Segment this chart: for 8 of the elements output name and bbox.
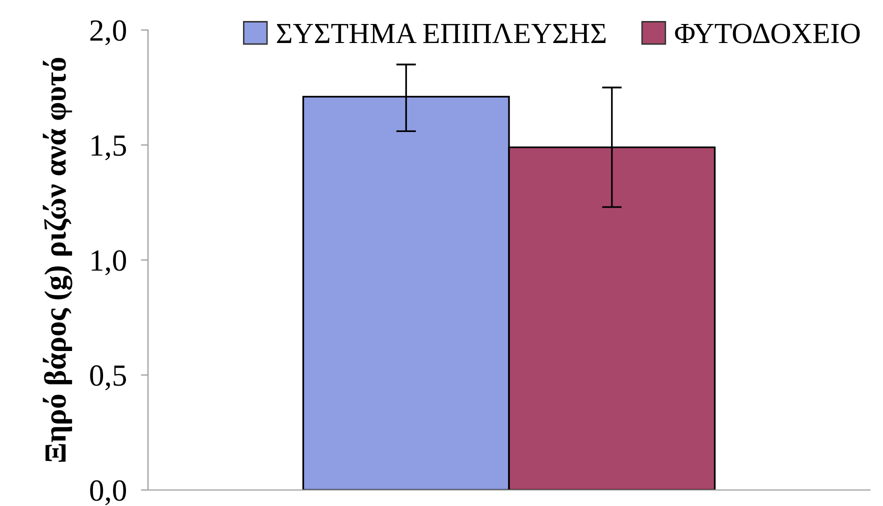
y-tick-label: 1,0	[92, 250, 126, 276]
y-axis-title: Ξηρό βάρος (g) ριζών ανά φυτό	[42, 58, 72, 462]
y-tick-label: 0,5	[90, 365, 126, 390]
legend-label: ΣΥΣΤΗΜΑ ΕΠΙΠΛΕΥΣΗΣ	[276, 24, 606, 44]
y-tick-label: 0,0	[90, 480, 126, 506]
y-tick-label: 1,5	[92, 135, 126, 160]
legend-label: ΦΥΤΟΔΟΧΕΙΟ	[675, 24, 860, 44]
y-tick-label: 2,0	[90, 20, 126, 46]
